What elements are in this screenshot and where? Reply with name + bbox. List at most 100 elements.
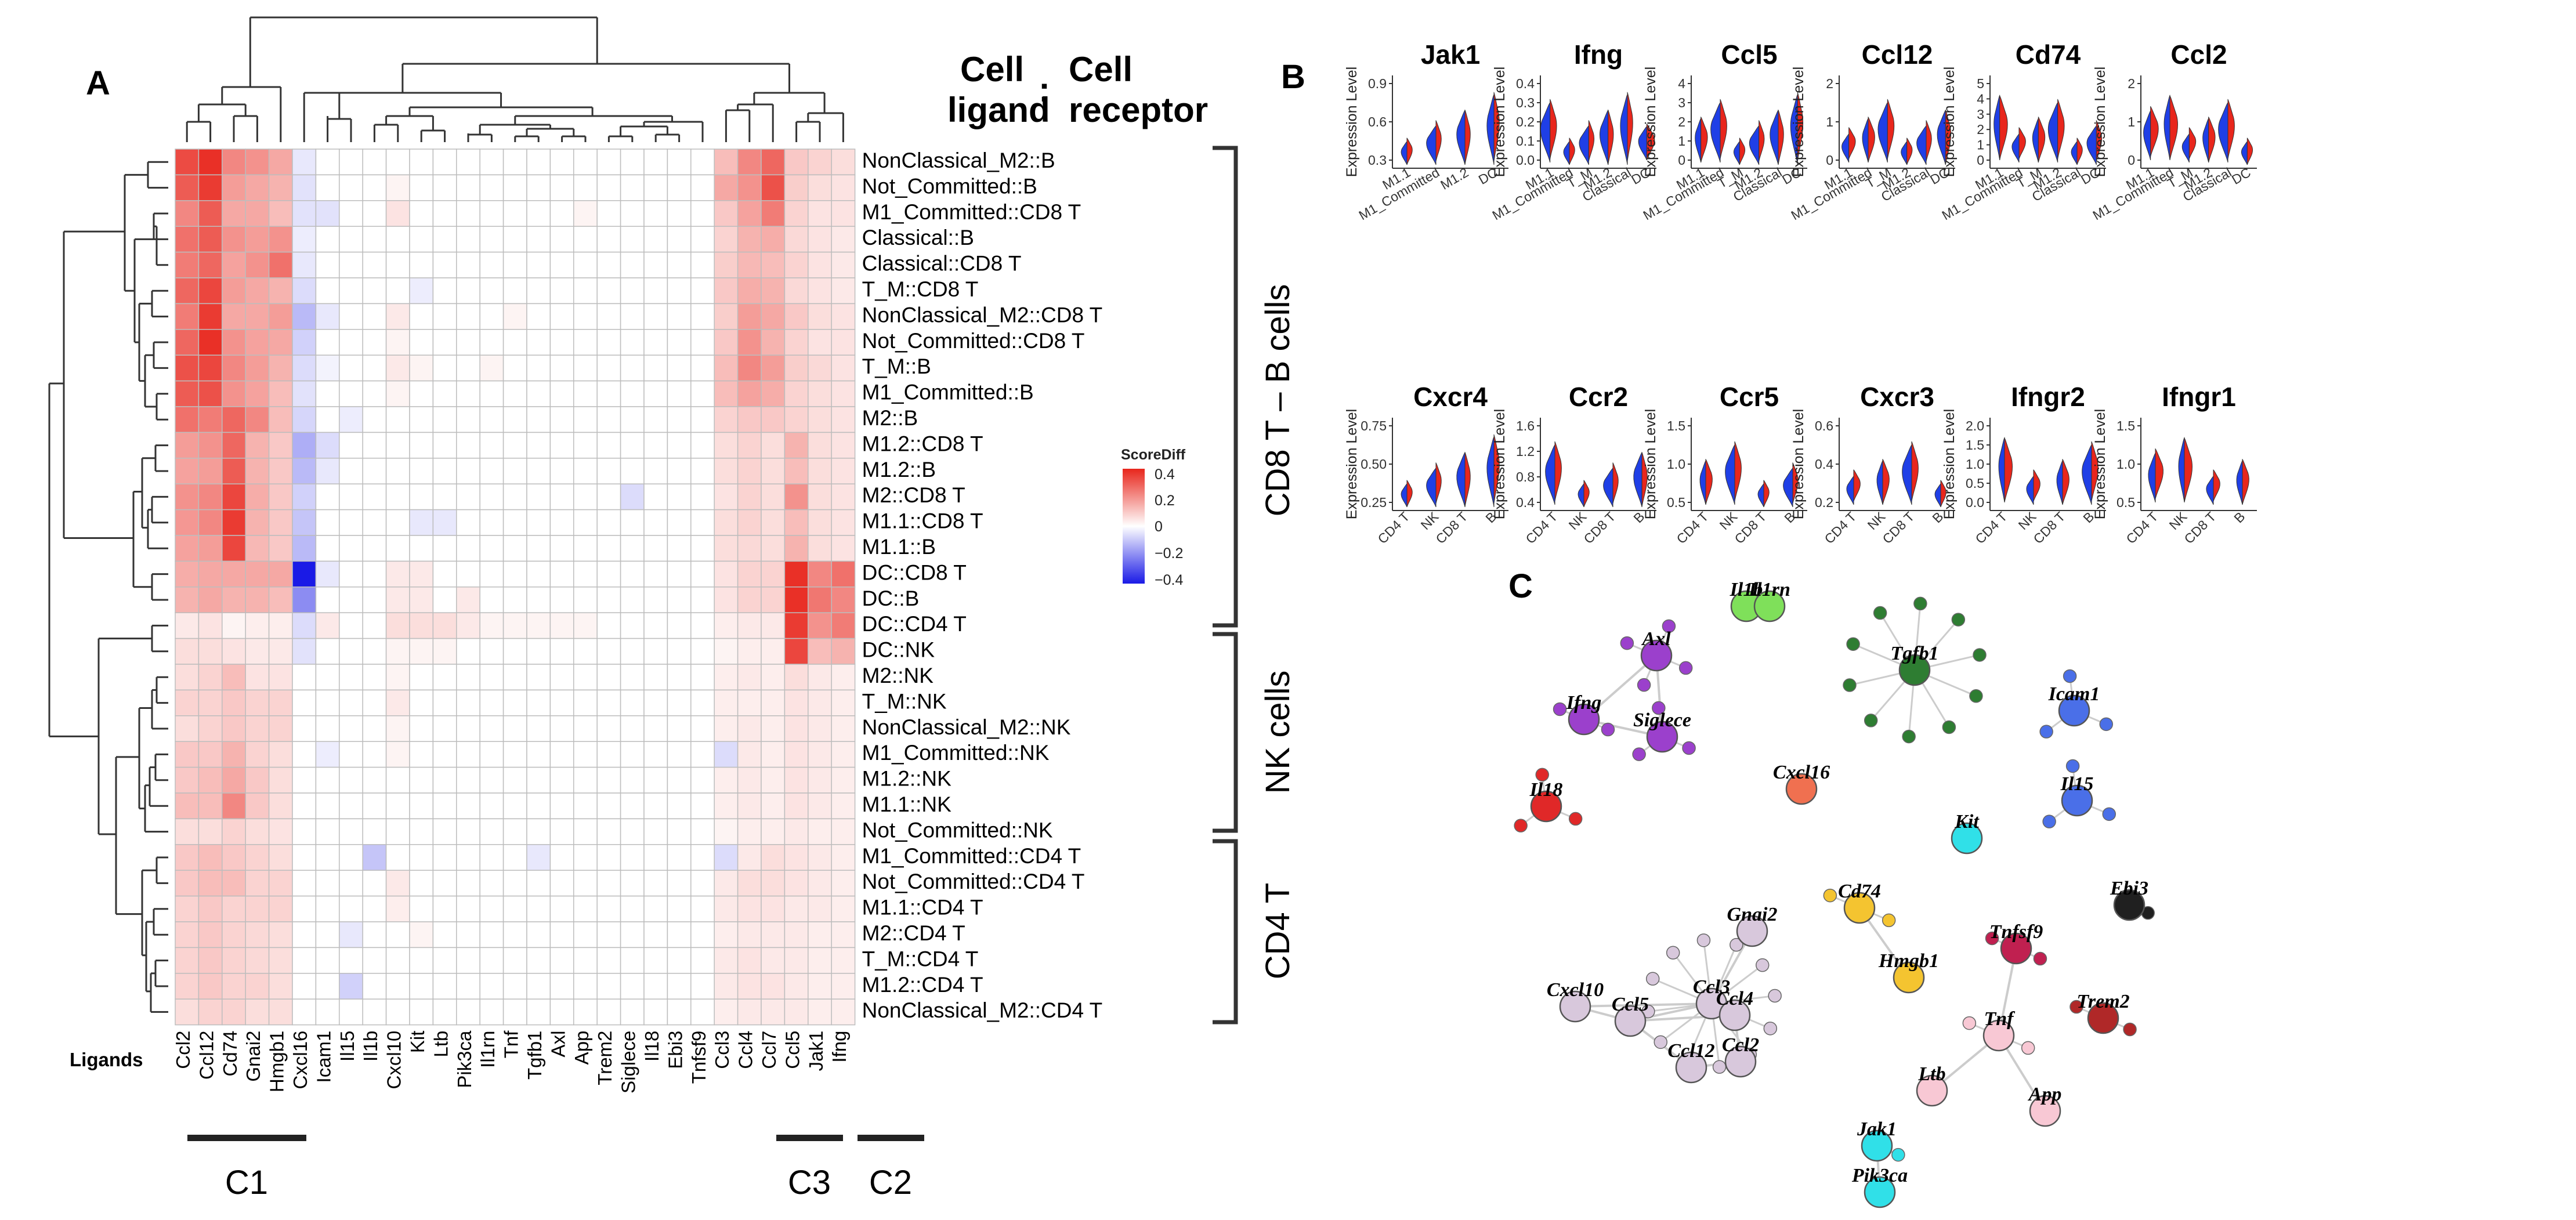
heatmap-cell [526, 587, 551, 613]
heatmap-cell [573, 844, 598, 871]
heatmap-cell [245, 354, 270, 382]
heatmap-cell [315, 792, 340, 820]
violin-half [2004, 437, 2013, 503]
heatmap-cell [479, 329, 504, 356]
heatmap-cell [268, 689, 293, 716]
heatmap-cell [502, 200, 527, 227]
heatmap-cell [479, 483, 504, 511]
heatmap-cell [808, 174, 832, 201]
heatmap-cell [808, 895, 832, 922]
heatmap-cell [362, 200, 387, 227]
heatmap-cell [690, 535, 715, 562]
heatmap-cell [292, 560, 317, 588]
network-node-tnf [1982, 1019, 2015, 1052]
heatmap-cell [784, 226, 809, 253]
y-tick-label: 2 [1977, 122, 1984, 137]
heatmap-cell [432, 149, 457, 176]
heatmap-cell [714, 458, 739, 484]
y-tick-label: 1.0 [1667, 457, 1685, 472]
heatmap-cell [409, 587, 434, 613]
heatmap-cell [362, 354, 387, 382]
heatmap-cells [175, 149, 856, 1026]
heatmap-cell [620, 870, 645, 897]
violin-title: Cxcr4 [1413, 382, 1488, 412]
heatmap-cell [620, 818, 645, 845]
heatmap-cell [268, 638, 293, 665]
network-leaf-node [1843, 678, 1857, 692]
heatmap-cell [526, 174, 551, 201]
heatmap-cell [714, 560, 739, 588]
violin-half [1945, 109, 1952, 165]
heatmap-cell [198, 432, 223, 459]
heatmap-cell [362, 638, 387, 665]
heatmap-cell [831, 870, 856, 897]
heatmap-cell [198, 149, 223, 176]
heatmap-cell [362, 149, 387, 176]
heatmap-cell [620, 535, 645, 562]
heatmap-cell [573, 998, 598, 1026]
heatmap-cell [385, 380, 410, 407]
heatmap-cell [315, 458, 340, 484]
heatmap-cell [667, 149, 692, 176]
heatmap-cell [385, 560, 410, 588]
heatmap-cell [245, 741, 270, 768]
heatmap-cell [596, 200, 621, 227]
heatmap-cell [222, 870, 246, 897]
heatmap-cell [690, 200, 715, 227]
heatmap-cell [292, 149, 317, 176]
heatmap-cell [339, 741, 363, 768]
heatmap-cell [549, 251, 574, 278]
network-leaf-node [1696, 933, 1711, 947]
heatmap-cell [222, 587, 246, 613]
violin-half [2033, 469, 2040, 502]
network-leaf-node [1973, 648, 1987, 662]
heatmap-cell [432, 689, 457, 716]
heatmap-cell [268, 149, 293, 176]
heatmap-cell [596, 689, 621, 716]
panel-c-letter: C [1508, 567, 1533, 605]
heatmap-cell [385, 612, 410, 639]
network-leaf-node [1637, 678, 1651, 692]
heatmap-cell [549, 689, 574, 716]
violin-half [1579, 125, 1589, 165]
heatmap-cell [456, 560, 480, 588]
heatmap-cell [245, 380, 270, 407]
heatmap-cell [667, 895, 692, 922]
heatmap-cell [737, 638, 762, 665]
row-label: Classical::B [862, 226, 974, 249]
heatmap-cell [549, 509, 574, 536]
heatmap-cell [808, 689, 832, 716]
violin-half [1926, 120, 1932, 162]
heatmap-cell [620, 303, 645, 330]
row-label: M1_Committed::B [862, 381, 1034, 404]
violin-half [1603, 468, 1613, 508]
heatmap-cell [339, 149, 363, 176]
network-leaf-node [1763, 1022, 1778, 1036]
heatmap-cell [315, 612, 340, 639]
violin-half [1882, 459, 1890, 505]
row-label: M2::CD4 T [862, 921, 965, 945]
heatmap-cell [831, 226, 856, 253]
heatmap-cell [456, 998, 480, 1026]
heatmap-cell [362, 998, 387, 1026]
heatmap-cell [362, 277, 387, 305]
x-tick-label: CD4 T [1673, 509, 1711, 546]
y-tick-label: 0.4 [1815, 457, 1833, 472]
heatmap-cell [175, 380, 200, 407]
heatmap-cell [690, 174, 715, 201]
heatmap-cell [292, 664, 317, 691]
heatmap-cell [175, 921, 200, 949]
heatmap-cell [714, 303, 739, 330]
heatmap-cell [175, 870, 200, 897]
violin-half [1426, 468, 1437, 508]
network-leaf-node [2033, 951, 2047, 966]
heatmap-cell [198, 174, 223, 201]
heatmap-cell [831, 535, 856, 562]
heatmap-cell [573, 895, 598, 922]
heatmap-cell [175, 354, 200, 382]
heatmap-cell [432, 895, 457, 922]
heatmap-cell [549, 560, 574, 588]
heatmap-cell [643, 818, 668, 845]
heatmap-cell [409, 174, 434, 201]
